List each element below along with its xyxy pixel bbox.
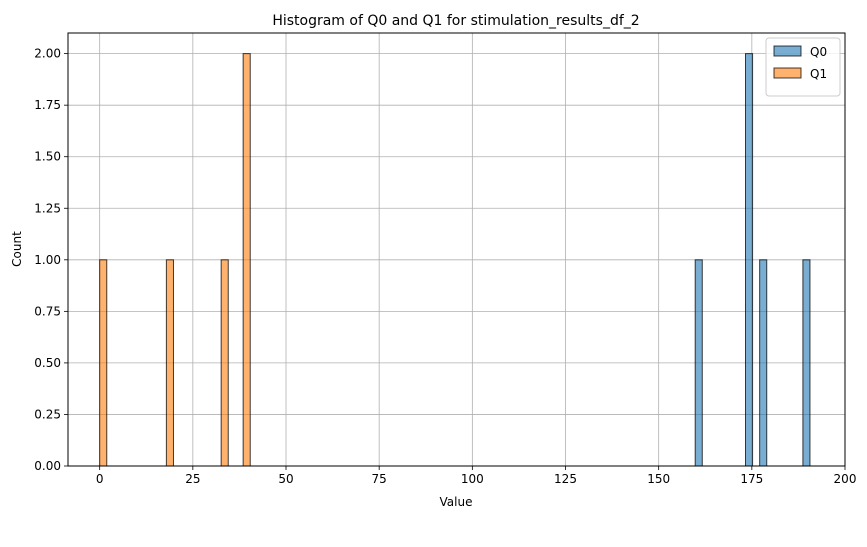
histogram-bar-q0 xyxy=(694,259,703,467)
x-tick-label: 200 xyxy=(834,472,857,486)
x-tick-label: 125 xyxy=(554,472,577,486)
x-tick-label: 175 xyxy=(740,472,763,486)
x-tick-label: 75 xyxy=(372,472,387,486)
y-tick-label: 0.50 xyxy=(34,356,61,370)
y-axis-label: Count xyxy=(10,231,24,267)
histogram-bar-q1 xyxy=(99,259,108,467)
grid-lines xyxy=(68,33,846,467)
legend-label-q1: Q1 xyxy=(810,67,827,81)
y-tick-label: 1.75 xyxy=(34,98,61,112)
y-tick-label: 1.00 xyxy=(34,253,61,267)
x-tick-label: 150 xyxy=(647,472,670,486)
chart-title: Histogram of Q0 and Q1 for stimulation_r… xyxy=(272,13,639,29)
y-tick-label: 0.25 xyxy=(34,407,61,421)
histogram-bar-q1 xyxy=(242,53,251,467)
plot-frame xyxy=(67,32,846,467)
legend: Q0 Q1 xyxy=(765,37,841,97)
y-tick-label: 1.25 xyxy=(34,201,61,215)
x-tick-label: 50 xyxy=(278,472,293,486)
x-tick-label: 100 xyxy=(461,472,484,486)
x-axis-ticks: 0 25 50 75 100 125 150 175 200 xyxy=(96,466,857,486)
legend-label-q0: Q0 xyxy=(810,45,827,59)
y-tick-label: 1.50 xyxy=(34,150,61,164)
histogram-bar-q1 xyxy=(220,259,229,467)
x-tick-label: 25 xyxy=(185,472,200,486)
y-tick-label: 0.00 xyxy=(34,459,61,473)
y-tick-label: 0.75 xyxy=(34,304,61,318)
histogram-bar-q0 xyxy=(802,259,811,467)
histogram-bar-q1 xyxy=(165,259,174,467)
legend-swatch-q1 xyxy=(773,67,802,79)
y-tick-label: 2.00 xyxy=(34,47,61,61)
histogram-bar-q0 xyxy=(744,53,754,467)
x-axis-label: Value xyxy=(440,495,473,509)
histogram-bar-q0 xyxy=(759,259,768,467)
x-tick-label: 0 xyxy=(96,472,104,486)
legend-swatch-q0 xyxy=(773,45,802,57)
y-axis-ticks: 0.00 0.25 0.50 0.75 1.00 1.25 1.50 1.75 2.00 xyxy=(34,47,68,473)
